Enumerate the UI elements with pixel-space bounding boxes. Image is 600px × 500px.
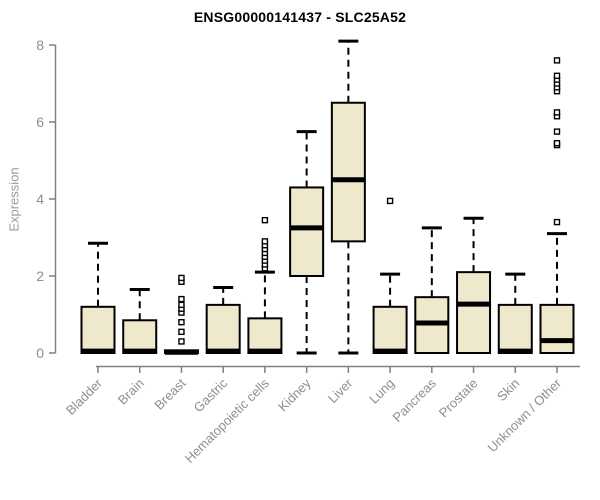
x-tick-label: Kidney xyxy=(275,375,314,414)
chart-title: ENSG00000141437 - SLC25A52 xyxy=(193,9,407,25)
outlier-point xyxy=(261,238,269,245)
outlier-point xyxy=(386,197,394,205)
x-tick-label: Bladder xyxy=(63,375,106,418)
x-tick-label: Gastric xyxy=(191,375,231,415)
outlier-point xyxy=(178,301,185,309)
box xyxy=(539,303,575,354)
y-tick-label: 8 xyxy=(36,37,44,53)
outlier-point xyxy=(178,319,185,326)
outlier-point xyxy=(261,216,269,224)
y-tick-label: 0 xyxy=(36,345,44,361)
box xyxy=(205,303,241,354)
x-tick-label: Prostate xyxy=(436,376,481,421)
outlier-point xyxy=(178,338,185,345)
outlier-point xyxy=(178,274,185,282)
outlier-point xyxy=(553,218,561,226)
x-tick-label: Unknown / Other xyxy=(485,375,565,455)
x-tick-label: Brain xyxy=(115,376,147,408)
y-tick-label: 6 xyxy=(36,114,44,130)
outlier-point xyxy=(553,109,561,116)
x-tick-label: Skin xyxy=(494,376,522,404)
box xyxy=(330,101,366,243)
x-tick-label: Breast xyxy=(151,375,188,412)
box xyxy=(122,319,158,354)
x-tick-label: Pancreas xyxy=(389,375,439,425)
y-tick-label: 4 xyxy=(36,191,44,207)
outlier-point xyxy=(553,72,561,80)
box xyxy=(456,271,492,354)
outlier-point xyxy=(553,57,561,64)
outlier-point xyxy=(178,328,185,336)
box xyxy=(372,305,408,354)
box xyxy=(247,317,283,355)
x-tick-label: Liver xyxy=(325,375,356,406)
box xyxy=(80,305,116,354)
y-tick-label: 2 xyxy=(36,268,44,284)
box xyxy=(289,186,325,277)
outlier-point xyxy=(553,128,561,135)
box xyxy=(497,303,533,354)
x-tick-label: Lung xyxy=(366,376,397,407)
outlier-point xyxy=(178,295,185,303)
outlier-point xyxy=(553,139,561,147)
